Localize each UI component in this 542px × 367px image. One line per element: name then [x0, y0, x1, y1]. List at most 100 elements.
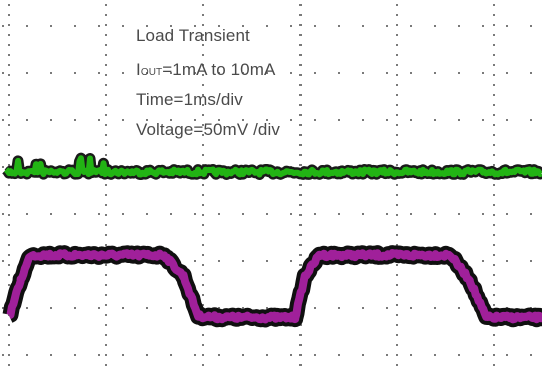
grid-dot: [299, 74, 302, 76]
grid-dot: [2, 354, 4, 356]
grid-dot: [8, 4, 10, 6]
grid-dot: [458, 25, 460, 27]
grid-dot: [8, 194, 10, 196]
grid-dot: [8, 64, 10, 66]
grid-dot: [105, 44, 107, 46]
grid-dot: [299, 224, 302, 226]
grid-dot: [105, 74, 107, 76]
grid-dot: [299, 194, 302, 196]
grid-dot: [26, 119, 28, 121]
grid-dot: [299, 254, 302, 256]
grid-dot: [396, 164, 398, 166]
grid-dot: [26, 213, 28, 215]
grid-dot: [396, 284, 398, 286]
grid-dot: [338, 213, 340, 215]
grid-dot: [396, 114, 398, 116]
grid-dot: [98, 119, 100, 121]
grid-dot: [410, 25, 412, 27]
iout-subscript: OUT: [140, 67, 163, 78]
grid-dot: [122, 307, 124, 309]
grid-dot: [242, 72, 244, 74]
grid-dot: [105, 54, 107, 56]
grid-dot: [386, 119, 388, 121]
grid-dot: [146, 307, 148, 309]
grid-dot: [299, 164, 302, 166]
grid-dot: [493, 114, 495, 116]
grid-dot: [8, 74, 10, 76]
grid-dot: [299, 64, 302, 66]
grid-dot: [396, 94, 398, 96]
grid-dot: [105, 194, 107, 196]
grid-dot: [396, 144, 398, 146]
grid-dot: [8, 214, 10, 216]
grid-dot: [299, 4, 302, 6]
grid-dot: [105, 344, 107, 346]
grid-dot: [8, 244, 10, 246]
grid-dot: [105, 324, 107, 326]
grid-dot: [105, 34, 107, 36]
grid-dot: [299, 204, 302, 206]
grid-dot: [105, 334, 107, 336]
grid-dot: [299, 94, 302, 96]
grid-dot: [290, 25, 292, 27]
grid-dot: [202, 134, 204, 136]
grid-dot: [362, 119, 364, 121]
grid-dot: [242, 260, 244, 262]
grid-dot: [202, 64, 204, 66]
grid-dot: [202, 184, 204, 186]
grid-dot: [122, 119, 124, 121]
grid-dot: [266, 25, 268, 27]
grid-dot: [105, 24, 107, 26]
grid-dot: [74, 213, 76, 215]
grid-dot: [202, 84, 204, 86]
grid-dot: [105, 214, 107, 216]
grid-dot: [506, 354, 508, 356]
grid-dot: [299, 214, 302, 216]
grid-dot: [493, 334, 495, 336]
grid-dot: [410, 72, 412, 74]
grid-dot: [242, 119, 244, 121]
grid-dot: [314, 213, 316, 215]
grid-dot: [493, 44, 495, 46]
grid-dot: [202, 334, 204, 336]
grid-dot: [105, 224, 107, 226]
grid-dot: [105, 244, 107, 246]
grid-dot: [26, 72, 28, 74]
grid-dot: [105, 84, 107, 86]
grid-dot: [170, 354, 172, 356]
grid-dot: [396, 324, 398, 326]
grid-dot: [396, 344, 398, 346]
grid-dot: [290, 213, 292, 215]
grid-dot: [299, 144, 302, 146]
grid-dot: [299, 134, 302, 136]
grid-dot: [202, 94, 204, 96]
grid-dot: [493, 354, 495, 356]
grid-dot: [202, 124, 204, 126]
grid-dot: [266, 213, 268, 215]
grid-dot: [493, 4, 495, 6]
grid-dot: [396, 184, 398, 186]
grid-dot: [105, 4, 107, 6]
grid-dot: [530, 72, 532, 74]
grid-dot: [105, 354, 107, 356]
grid-dot: [396, 74, 398, 76]
grid-dot: [299, 154, 302, 156]
grid-dot: [202, 154, 204, 156]
grid-dot: [8, 204, 10, 206]
grid-dot: [493, 64, 495, 66]
grid-dot: [8, 284, 10, 286]
grid-dot: [2, 119, 4, 121]
grid-dot: [299, 234, 302, 236]
grid-dot: [202, 54, 204, 56]
grid-dot: [170, 25, 172, 27]
grid-dot: [493, 74, 495, 76]
grid-dot: [74, 119, 76, 121]
grid-dot: [202, 274, 204, 276]
grid-dot: [362, 72, 364, 74]
annotation-title: Load Transient: [136, 26, 250, 45]
grid-dot: [493, 294, 495, 296]
grid-dot: [434, 213, 436, 215]
grid-dot: [202, 224, 204, 226]
grid-dot: [266, 72, 268, 74]
grid-dot: [202, 344, 204, 346]
